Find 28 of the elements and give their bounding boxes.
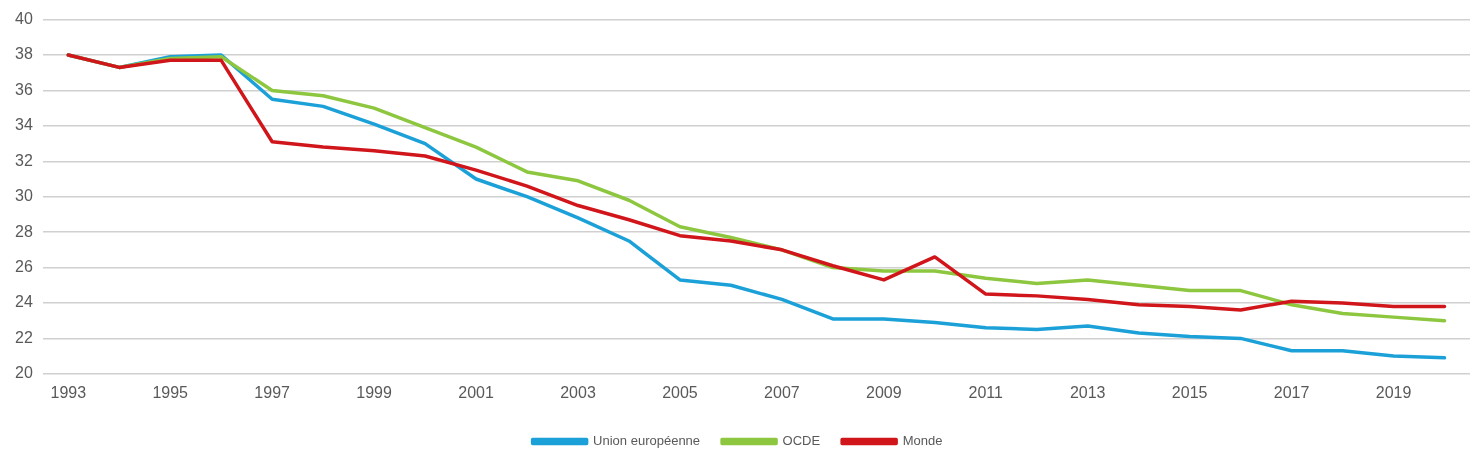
y-tick-label: 30 <box>15 187 33 205</box>
y-tick-label: 38 <box>15 45 33 63</box>
y-tick-label: 40 <box>15 10 33 28</box>
x-tick-label: 1993 <box>50 383 87 401</box>
y-tick-label: 26 <box>15 257 33 275</box>
y-tick-label: 34 <box>15 116 33 134</box>
y-tick-label: 32 <box>15 151 33 169</box>
x-tick-label: 2005 <box>662 383 698 401</box>
y-tick-label: 28 <box>15 222 33 240</box>
x-tick-label: 2007 <box>764 383 800 401</box>
x-tick-label: 1997 <box>254 383 291 401</box>
x-tick-label: 1995 <box>152 383 189 401</box>
x-tick-label: 2019 <box>1375 383 1412 401</box>
legend-label: Union européenne <box>593 433 701 449</box>
y-tick-label: 20 <box>15 364 33 382</box>
x-tick-label: 2013 <box>1069 383 1106 401</box>
x-tick-label: 2003 <box>560 383 596 401</box>
legend-label: OCDE <box>782 433 821 449</box>
legend-label: Monde <box>902 433 943 449</box>
x-tick-label: 2017 <box>1273 383 1310 401</box>
x-tick-label: 2009 <box>866 383 902 401</box>
x-tick-label: 1999 <box>356 383 393 401</box>
x-tick-label: 2001 <box>458 383 494 401</box>
y-tick-label: 24 <box>15 293 33 311</box>
y-tick-label: 22 <box>15 328 33 346</box>
y-tick-label: 36 <box>15 80 33 98</box>
x-tick-label: 2015 <box>1171 383 1208 401</box>
x-tick-label: 2011 <box>968 383 1004 401</box>
